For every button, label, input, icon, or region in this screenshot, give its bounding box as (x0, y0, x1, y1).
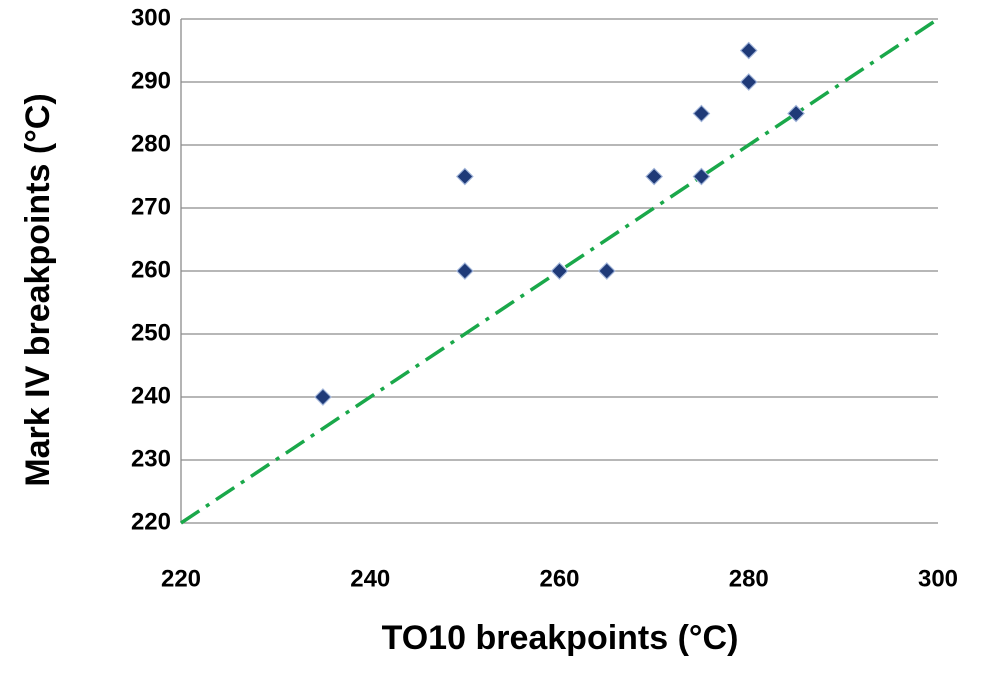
x-tick-label: 300 (918, 565, 958, 592)
y-tick-label: 230 (131, 445, 171, 472)
y-tick-label: 290 (131, 67, 171, 94)
y-tick-label: 280 (131, 130, 171, 157)
marker (314, 388, 332, 406)
x-axis-title: TO10 breakpoints (°C) (382, 619, 739, 657)
marker (739, 73, 758, 91)
x-tick-label: 280 (729, 565, 769, 592)
marker (456, 167, 474, 186)
x-tick-label: 220 (161, 565, 201, 592)
y-tick-label: 270 (131, 193, 171, 220)
y-tick-label: 250 (131, 319, 171, 346)
x-tick-label: 240 (350, 565, 390, 592)
marker (456, 262, 474, 280)
marker (739, 41, 758, 60)
y-tick-label: 260 (131, 256, 171, 283)
marker (787, 104, 805, 123)
marker (550, 262, 569, 280)
y-tick-label: 240 (131, 382, 171, 409)
marker (597, 262, 616, 280)
y-axis-title: Mark IV breakpoints (°C) (19, 93, 57, 486)
y-tick-label: 220 (131, 508, 171, 535)
x-tick-label: 260 (539, 565, 579, 592)
marker (645, 167, 663, 186)
y-tick-label: 300 (131, 4, 171, 31)
marker (692, 104, 711, 123)
marker (692, 167, 711, 186)
identity-line (180, 17, 939, 525)
